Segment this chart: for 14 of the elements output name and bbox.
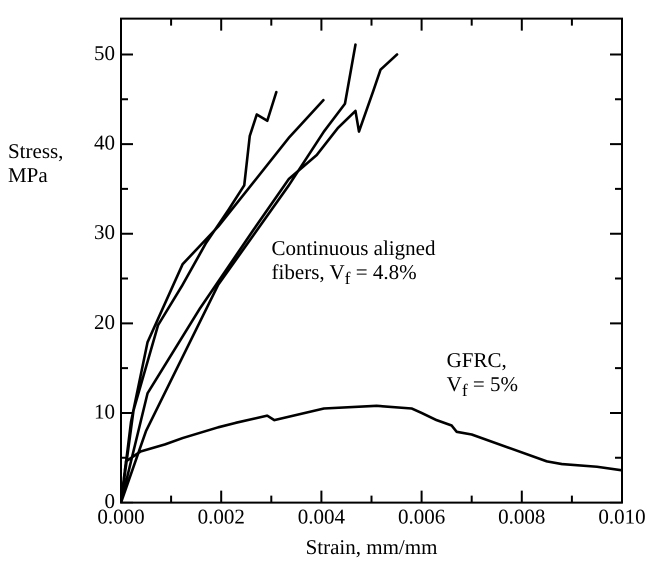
y-tick-label: 40 bbox=[94, 130, 115, 155]
x-tick-label: 0.002 bbox=[198, 504, 245, 529]
annotation: Continuous aligned fibers, V$_{f}$ = 4.8% bbox=[272, 236, 436, 291]
x-tick-label: 0.008 bbox=[498, 504, 546, 529]
y-tick-label: 30 bbox=[94, 220, 115, 244]
x-axis-title: Strain, mm/mm bbox=[306, 534, 438, 559]
x-tick-label: 0.004 bbox=[298, 504, 346, 529]
y-tick-label: 10 bbox=[94, 399, 115, 424]
x-tick-label: 0.006 bbox=[398, 504, 446, 529]
annotation: GFRC, V$_{f}$ = 5% bbox=[446, 348, 519, 402]
y-tick-label: 50 bbox=[94, 40, 115, 65]
x-tick-label: 0.010 bbox=[598, 504, 646, 529]
y-axis-title: Stress, MPa bbox=[8, 138, 64, 187]
y-tick-label: 20 bbox=[94, 310, 115, 334]
